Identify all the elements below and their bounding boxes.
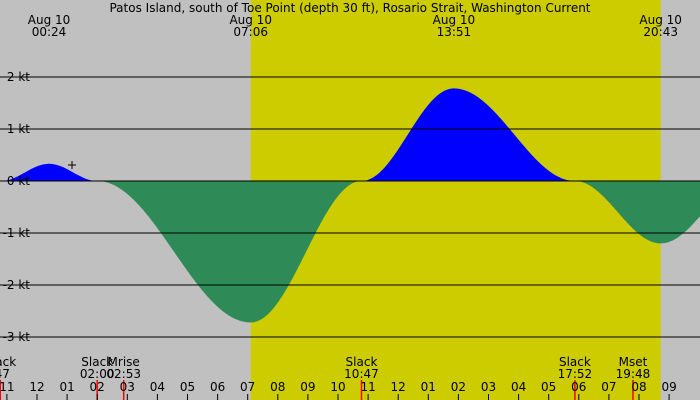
hour-tick-label: 08 — [631, 380, 646, 394]
y-tick-label: 0 kt — [7, 174, 30, 188]
gridlines — [0, 76, 700, 338]
hour-axis: 11 12 01 02 03 04 05 06 07 08 09 10 11 12 01 02 03 04 05 06… — [0, 380, 677, 400]
hour-tick-label: 11 — [0, 380, 15, 394]
hour-tick-label: 08 — [270, 380, 285, 394]
slack-and-moon-labels: Slack:47Slack02:00Mrise02:53Slack10:47Sl… — [0, 355, 650, 400]
event-label: Slack — [559, 355, 591, 369]
event-date-label: Aug 10 — [639, 13, 682, 27]
event-label: Slack — [0, 355, 16, 369]
y-tick-label: -1 kt — [3, 226, 31, 240]
hour-tick-label: 12 — [29, 380, 44, 394]
hour-tick-label: 07 — [601, 380, 616, 394]
event-label: Slack — [81, 355, 113, 369]
event-label: Mset — [619, 355, 648, 369]
event-time: 10:47 — [344, 367, 379, 381]
event-date-label: Aug 10 — [229, 13, 272, 27]
hour-tick-label: 04 — [150, 380, 165, 394]
event-time-label: 00:24 — [32, 25, 67, 39]
hour-tick-label: 05 — [180, 380, 195, 394]
hour-tick-label: 02 — [90, 380, 105, 394]
hour-tick-label: 10 — [330, 380, 345, 394]
event-time: 17:52 — [558, 367, 593, 381]
hour-tick-label: 11 — [360, 380, 375, 394]
event-label: Mrise — [108, 355, 140, 369]
event-label: Slack — [346, 355, 378, 369]
event-time: :47 — [0, 367, 10, 381]
hour-tick-label: 04 — [511, 380, 526, 394]
hour-tick-label: 06 — [571, 380, 586, 394]
event-time: 02:00 — [80, 367, 115, 381]
flood-current-area — [1, 88, 700, 181]
hour-tick-label: 07 — [240, 380, 255, 394]
y-tick-label: 1 kt — [7, 122, 30, 136]
y-tick-label: 2 kt — [7, 70, 30, 84]
event-time-label: 07:06 — [233, 25, 268, 39]
event-date-label: Aug 10 — [433, 13, 476, 27]
hour-tick-label: 06 — [210, 380, 225, 394]
ebb-current-area — [1, 181, 700, 323]
event-date-label: Aug 10 — [28, 13, 71, 27]
event-time-label: 20:43 — [643, 25, 678, 39]
hour-tick-label: 03 — [481, 380, 496, 394]
event-time: 02:53 — [106, 367, 141, 381]
hour-tick-label: 02 — [451, 380, 466, 394]
hour-tick-label: 12 — [391, 380, 406, 394]
y-axis-ticks: 2 kt 1 kt 0 kt -1 kt -2 kt -3 kt — [3, 70, 31, 344]
chart-title: Patos Island, south of Toe Point (depth … — [109, 1, 590, 15]
y-tick-label: -2 kt — [3, 278, 31, 292]
hour-tick-label: 01 — [59, 380, 74, 394]
hour-tick-label: 09 — [661, 380, 676, 394]
event-time: 19:48 — [616, 367, 651, 381]
hour-tick-label: 09 — [300, 380, 315, 394]
hour-tick-label: 01 — [421, 380, 436, 394]
hour-tick-label: 03 — [120, 380, 135, 394]
y-tick-label: -3 kt — [3, 330, 31, 344]
event-time-label: 13:51 — [437, 25, 472, 39]
hour-tick-label: 05 — [541, 380, 556, 394]
